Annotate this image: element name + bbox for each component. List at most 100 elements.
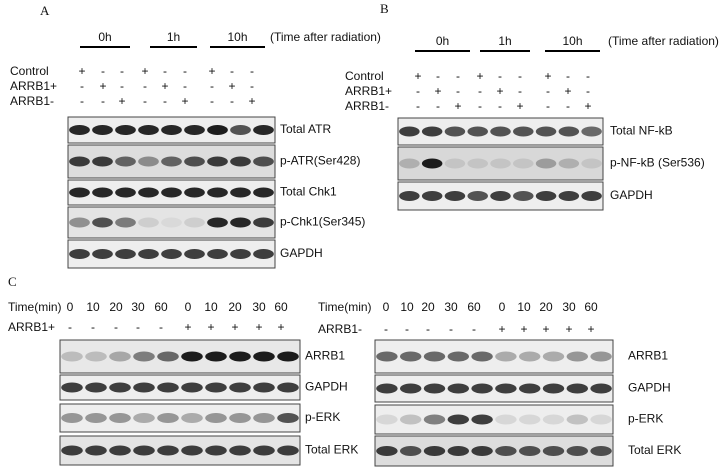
condition-name: Control bbox=[10, 64, 49, 78]
condition-name: Control bbox=[345, 69, 384, 83]
condition-sign: + bbox=[454, 99, 461, 113]
blot-band bbox=[495, 351, 517, 362]
blot-band bbox=[207, 156, 228, 167]
blot-band bbox=[376, 351, 398, 362]
blot-band bbox=[69, 249, 90, 259]
condition-sign: + bbox=[434, 84, 441, 98]
blot-band bbox=[447, 351, 470, 362]
blot-band bbox=[61, 413, 83, 423]
blot-band bbox=[444, 158, 466, 169]
condition-sign: + bbox=[498, 322, 505, 336]
blot-band bbox=[467, 191, 488, 201]
blot-band bbox=[184, 249, 205, 259]
condition-sign: + bbox=[181, 94, 188, 108]
blot-band bbox=[421, 191, 443, 201]
blot-band bbox=[229, 382, 251, 393]
time-note: (Time after radiation) bbox=[608, 34, 719, 48]
time-value: 20 bbox=[228, 300, 242, 314]
blot-band bbox=[205, 351, 227, 362]
blot-label: GAPDH bbox=[280, 246, 323, 260]
blot-band bbox=[399, 158, 420, 169]
blot-band bbox=[205, 445, 227, 456]
condition-sign: - bbox=[472, 322, 476, 336]
blot-band bbox=[207, 249, 228, 259]
time-value: 20 bbox=[109, 300, 123, 314]
blot-band bbox=[471, 446, 493, 456]
blot-band bbox=[61, 351, 83, 362]
blot-band bbox=[558, 191, 580, 201]
blot-band bbox=[161, 217, 182, 228]
blot-band bbox=[69, 187, 90, 198]
condition-sign: - bbox=[416, 84, 420, 98]
blot-band bbox=[157, 351, 179, 362]
blot-band bbox=[230, 156, 251, 167]
condition-sign: + bbox=[587, 322, 594, 336]
blot-band bbox=[376, 414, 398, 425]
blot-band bbox=[399, 446, 422, 456]
time-value: 30 bbox=[131, 300, 145, 314]
blot-band bbox=[542, 351, 565, 362]
blot-band bbox=[85, 382, 107, 393]
condition-sign: - bbox=[586, 84, 590, 98]
condition-sign: + bbox=[584, 99, 591, 113]
blot-band bbox=[138, 187, 159, 198]
condition-sign: - bbox=[183, 79, 187, 93]
blot-band bbox=[471, 351, 493, 362]
blot-label: ARRB1 bbox=[628, 349, 668, 363]
blot-strip bbox=[374, 404, 614, 435]
blot-label: p-ATR(Ser428) bbox=[280, 154, 360, 168]
time-value: 10 bbox=[86, 300, 100, 314]
blot-band bbox=[542, 414, 565, 425]
time-value: 0 bbox=[383, 300, 390, 314]
blot-band bbox=[61, 445, 83, 456]
blot-label: Total Chk1 bbox=[280, 185, 337, 199]
condition-sign: - bbox=[478, 84, 482, 98]
blot-band bbox=[115, 249, 136, 259]
time-label: Time(min) bbox=[318, 300, 372, 314]
blot-band bbox=[535, 191, 557, 201]
blot-band bbox=[92, 249, 113, 259]
condition-sign: - bbox=[68, 320, 72, 334]
condition-sign: - bbox=[586, 69, 590, 83]
condition-sign: - bbox=[250, 64, 254, 78]
condition-sign: - bbox=[210, 79, 214, 93]
blot-band bbox=[161, 249, 182, 259]
blot-band bbox=[157, 445, 179, 456]
condition-sign: - bbox=[159, 320, 163, 334]
blot-label: GAPDH bbox=[628, 381, 671, 395]
condition-sign: - bbox=[546, 99, 550, 113]
condition-sign: + bbox=[161, 79, 168, 93]
blot-band bbox=[423, 383, 446, 394]
blot-band bbox=[61, 382, 83, 393]
condition-sign: - bbox=[80, 94, 84, 108]
condition-sign: + bbox=[476, 69, 483, 83]
blot-band bbox=[230, 125, 251, 135]
blot-band bbox=[181, 413, 203, 423]
condition-sign: + bbox=[184, 320, 191, 334]
blot-band bbox=[85, 445, 107, 456]
blot-band bbox=[518, 446, 541, 456]
blot-band bbox=[513, 126, 534, 137]
blot-band bbox=[133, 382, 155, 393]
blot-band bbox=[581, 158, 602, 169]
condition-sign: + bbox=[78, 64, 85, 78]
time-value: 60 bbox=[274, 300, 288, 314]
blot-band bbox=[138, 249, 159, 259]
blot-band bbox=[230, 217, 251, 228]
condition-sign: + bbox=[228, 79, 235, 93]
condition-sign: + bbox=[231, 320, 238, 334]
blot-band bbox=[444, 126, 466, 137]
time-value: 60 bbox=[467, 300, 481, 314]
condition-sign: - bbox=[518, 69, 522, 83]
condition-sign: + bbox=[496, 84, 503, 98]
blot-band bbox=[253, 217, 274, 228]
condition-sign: - bbox=[498, 99, 502, 113]
blot-band bbox=[69, 156, 90, 167]
blot-band bbox=[518, 383, 541, 394]
blot-band bbox=[590, 414, 612, 425]
condition-sign: - bbox=[436, 69, 440, 83]
condition-sign: - bbox=[120, 64, 124, 78]
time-value: 10 bbox=[400, 300, 414, 314]
blot-band bbox=[513, 191, 534, 201]
blot-band bbox=[92, 217, 113, 228]
